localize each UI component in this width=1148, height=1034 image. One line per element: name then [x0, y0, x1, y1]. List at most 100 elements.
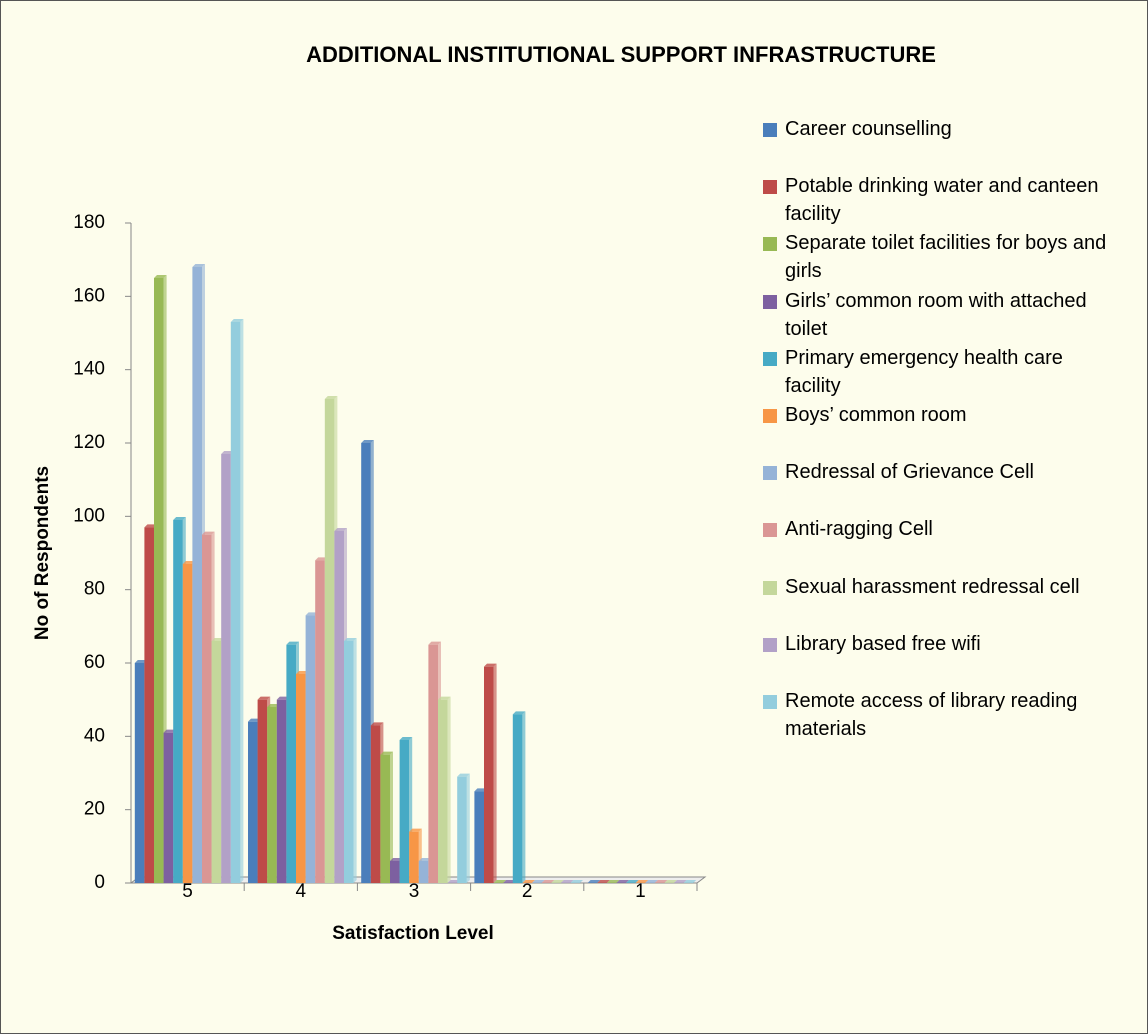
bar-face [334, 531, 344, 883]
bar-face [324, 399, 335, 883]
legend-label: Remote access of library reading materia… [785, 689, 1078, 740]
bar [664, 880, 677, 883]
bar-face [154, 278, 164, 883]
legend-swatch [763, 237, 777, 252]
bar-face [484, 663, 497, 667]
bar-face [654, 880, 668, 883]
bar-face [305, 612, 319, 616]
legend-label: Potable drinking water and canteen facil… [785, 175, 1099, 226]
legend-swatch [763, 408, 777, 423]
bar [380, 751, 393, 883]
bar-face [418, 861, 429, 883]
y-tick-label: 120 [73, 432, 105, 453]
bar-face [409, 828, 422, 832]
bar-face [428, 641, 441, 645]
bar-face [211, 638, 225, 641]
y-tick-label: 80 [84, 579, 105, 600]
legend-swatch [763, 580, 777, 595]
bar [597, 880, 610, 883]
legend-item: Redressal of Grievance Cell [763, 458, 1113, 515]
x-tick-label: 2 [522, 881, 533, 902]
bar-face [512, 711, 526, 715]
bar-face [418, 858, 432, 861]
x-axis-label: Satisfaction Level [332, 923, 494, 944]
x-tick-label: 5 [182, 881, 193, 902]
bar-face [296, 674, 306, 883]
y-tick-label: 160 [73, 285, 105, 306]
bar [570, 880, 583, 883]
legend-label: Redressal of Grievance Cell [785, 461, 1034, 484]
chart-title: ADDITIONAL INSTITUTIONAL SUPPORT INFRAST… [306, 42, 936, 67]
legend-item: Library based free wifi [763, 630, 1113, 687]
y-tick-label: 140 [73, 359, 105, 380]
bar-face [353, 638, 357, 883]
bar-face [626, 880, 639, 883]
y-tick-label: 20 [84, 799, 105, 820]
bar [230, 319, 244, 883]
bar-face [361, 443, 371, 883]
bar-face [248, 721, 258, 883]
bar [457, 773, 470, 883]
bar-face [428, 644, 438, 883]
bar-face [230, 319, 244, 322]
bar-face [370, 725, 381, 883]
bar-face [541, 880, 555, 883]
bar-face [344, 638, 357, 641]
bar [683, 880, 697, 883]
legend-swatch [763, 694, 777, 709]
bar-face [296, 671, 309, 674]
bar-face [587, 880, 601, 883]
bar-face [512, 714, 523, 883]
legend-swatch [763, 466, 777, 481]
bar-face [370, 722, 384, 726]
legend-swatch [763, 294, 777, 309]
bar-face [230, 322, 241, 883]
bar [493, 880, 507, 883]
bar [635, 880, 649, 883]
y-tick-label: 0 [94, 872, 105, 893]
bar-face [182, 561, 196, 564]
legend-item: Primary emergency health care facility [763, 344, 1113, 401]
bar-face [144, 527, 154, 883]
bar [654, 880, 668, 883]
bar [503, 880, 516, 883]
x-tick-label: 3 [409, 881, 420, 902]
legend-swatch [763, 180, 777, 195]
bar [551, 880, 564, 883]
bar-face [606, 880, 620, 883]
bar-face [248, 718, 261, 722]
bar-face [390, 861, 400, 883]
bar-face [257, 696, 271, 700]
bar [522, 880, 535, 883]
bar-face [211, 641, 222, 883]
bar [344, 638, 357, 883]
bar-face [466, 773, 470, 883]
bar-face [635, 880, 649, 883]
bar-face [324, 396, 338, 399]
bar-face [192, 267, 202, 883]
bar-face [173, 520, 183, 883]
bar-face [438, 696, 451, 700]
bar-face [447, 880, 461, 883]
bar-face [240, 319, 244, 883]
x-tick-label: 4 [296, 881, 307, 902]
bar-face [597, 880, 610, 883]
bar-face [457, 776, 467, 883]
bar-face [399, 737, 413, 740]
bar-face [645, 880, 658, 883]
bar-face [503, 880, 516, 883]
bar [626, 880, 639, 883]
bar-face [334, 528, 347, 531]
bar-face [390, 858, 403, 861]
legend-item: Career counselling [763, 115, 1113, 172]
bar-face [522, 880, 535, 883]
legend-swatch [763, 523, 777, 538]
legend-item: Sexual harassment redressal cell [763, 573, 1113, 630]
legend-label: Primary emergency health care facility [785, 346, 1063, 397]
bar-face [438, 699, 448, 883]
bar-face [315, 557, 328, 561]
bar-face [674, 880, 687, 883]
y-axis-label: No of Respondents [32, 466, 53, 640]
